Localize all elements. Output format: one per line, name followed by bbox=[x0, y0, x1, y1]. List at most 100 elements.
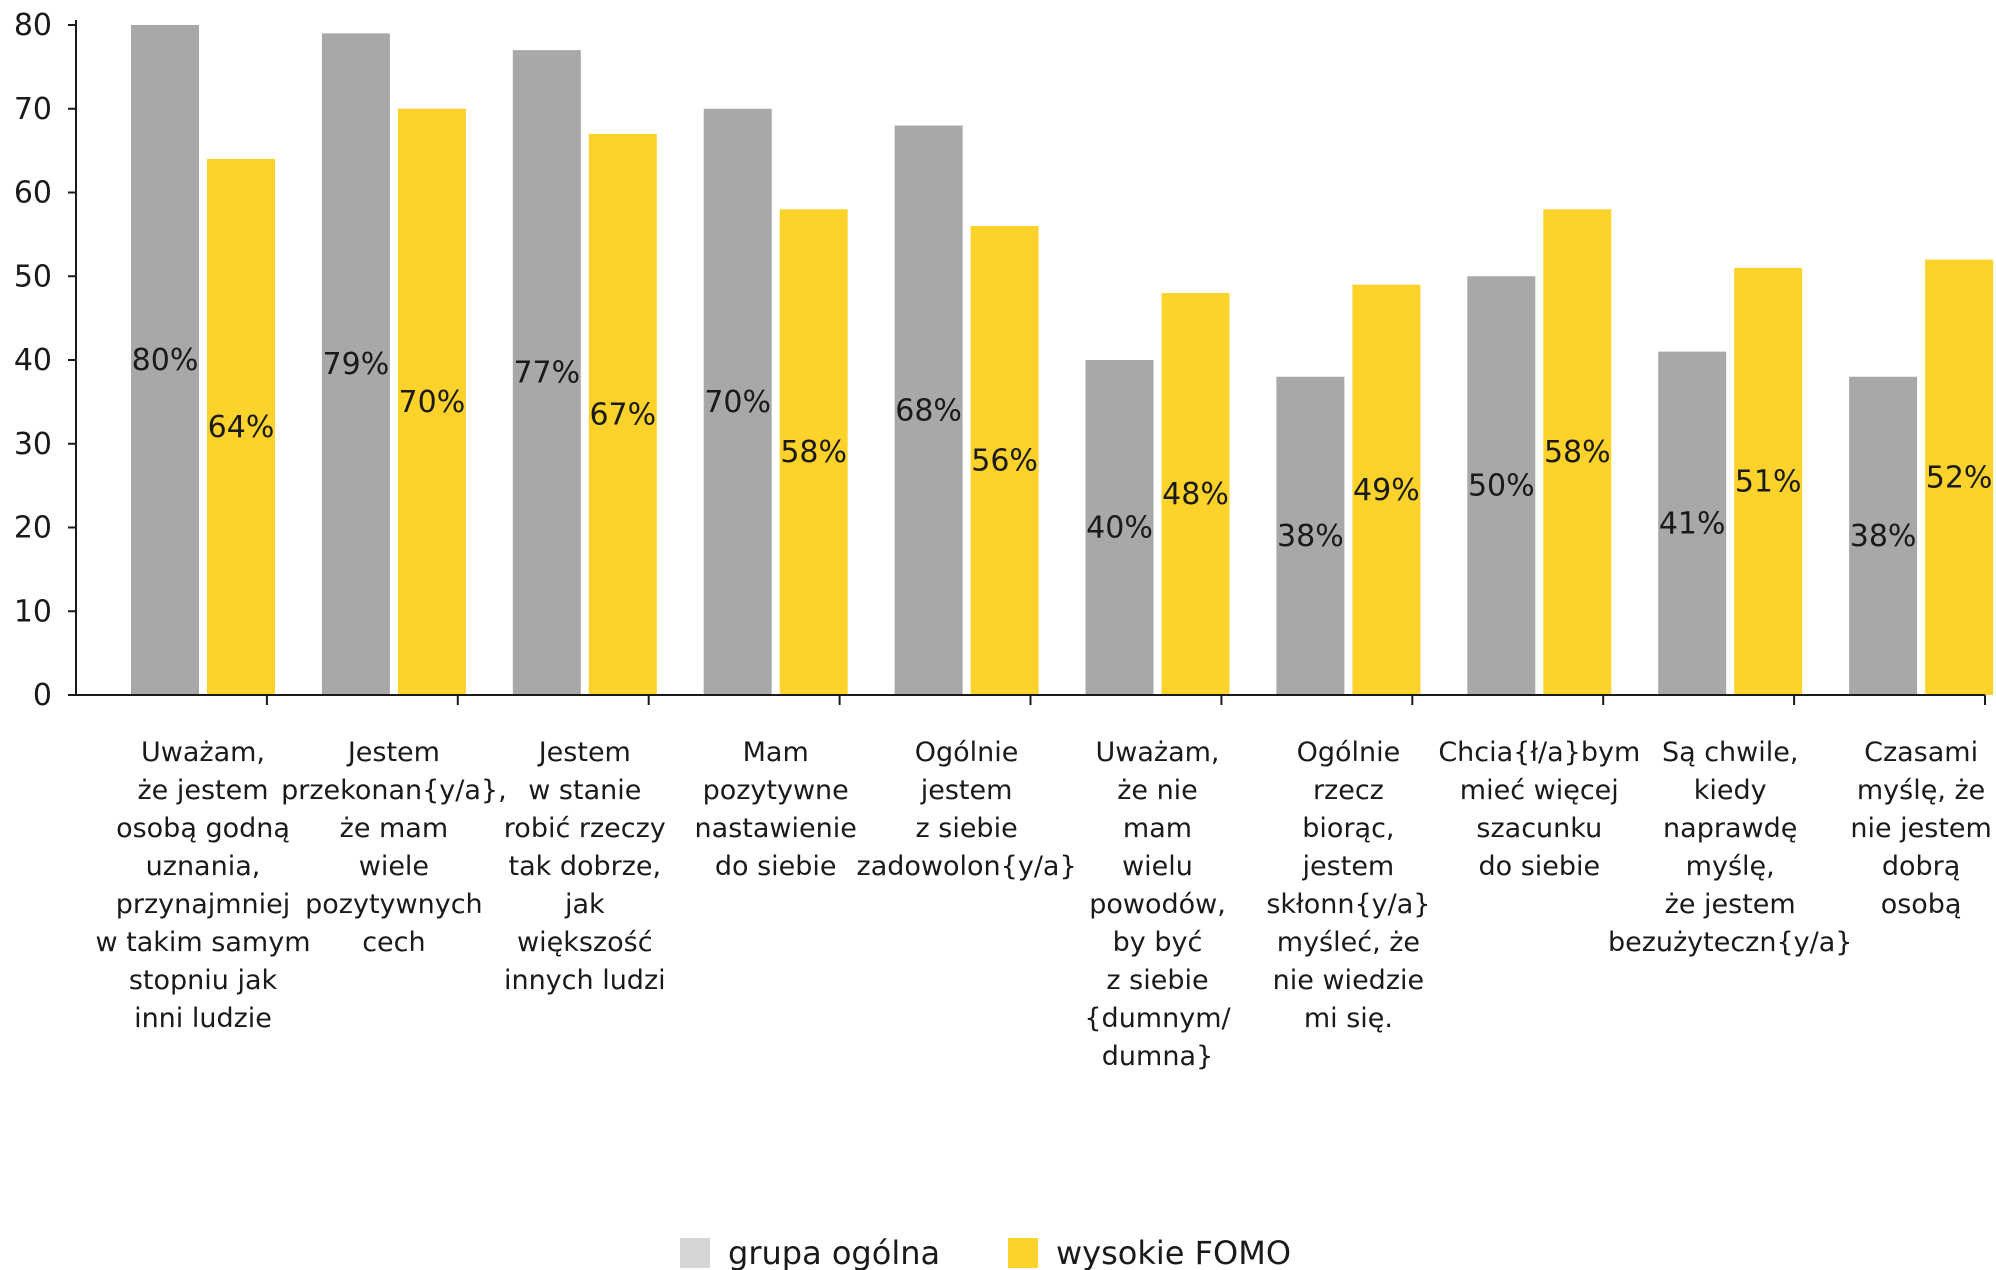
category-label-line: rzecz bbox=[1313, 775, 1384, 806]
bar-value-label: 70% bbox=[704, 385, 771, 420]
bar-fomo-5 bbox=[1161, 293, 1230, 695]
category-label-line: powodów, bbox=[1089, 889, 1226, 920]
category-label-line: nastawienie bbox=[695, 813, 857, 844]
category-label-line: kiedy bbox=[1694, 775, 1767, 806]
bar-value-label: 38% bbox=[1277, 519, 1344, 554]
category-label-line: do siebie bbox=[715, 851, 837, 882]
category-label-line: naprawdę bbox=[1663, 813, 1797, 844]
y-tick-label: 40 bbox=[14, 343, 52, 378]
category-label: Uważam, że jestem osobą godną uznania, przyn… bbox=[95, 737, 310, 1034]
bar-value-label: 56% bbox=[971, 444, 1038, 479]
category-label-line: jestem bbox=[920, 775, 1013, 806]
category-label-line: tak dobrze, bbox=[508, 851, 661, 882]
category-label-line: że jestem bbox=[137, 775, 268, 806]
category-label-line: z siebie bbox=[916, 813, 1018, 844]
bar-fomo-1 bbox=[397, 108, 466, 695]
category-label-line: osobą bbox=[1881, 889, 1962, 920]
category-label-line: by być bbox=[1113, 927, 1203, 958]
bar-value-label: 58% bbox=[780, 435, 847, 470]
category-label-line: inni ludzie bbox=[134, 1003, 272, 1034]
category-label: Jestem przekonan{y/a}, że mam wiele pozytywn… bbox=[281, 737, 507, 958]
category-label-line: myślę, bbox=[1686, 851, 1775, 882]
category-label-line: robić rzeczy bbox=[504, 813, 666, 844]
x-axis bbox=[76, 694, 1986, 705]
category-label-line: Czasami bbox=[1864, 737, 1978, 768]
category-label-line: skłonn{y/a} bbox=[1266, 889, 1430, 920]
bar-labels-layer: 80% 64% 79% 70% 77% 67% 70% 58% 68% 56% 40% 48% 38% 4… bbox=[132, 343, 1993, 554]
bar-value-label: 40% bbox=[1086, 511, 1153, 546]
category-label-line: Chcia{ł/a}bym bbox=[1438, 737, 1640, 768]
bar-general-5 bbox=[1085, 360, 1154, 695]
y-tick-label: 20 bbox=[14, 511, 52, 546]
category-label-line: Mam bbox=[743, 737, 809, 768]
bar-value-label: 80% bbox=[132, 343, 199, 378]
bar-general-7 bbox=[1467, 276, 1536, 695]
legend: grupa ogólna wysokie FOMO bbox=[680, 1234, 1291, 1270]
bar-fomo-7 bbox=[1543, 209, 1612, 695]
legend-swatch-general bbox=[680, 1238, 710, 1268]
bar-value-label: 58% bbox=[1544, 435, 1611, 470]
bar-fomo-6 bbox=[1352, 284, 1421, 695]
category-label-line: jestem bbox=[1302, 851, 1395, 882]
bar-general-1 bbox=[321, 33, 390, 695]
bar-fomo-4 bbox=[970, 226, 1039, 695]
bar-value-label: 67% bbox=[589, 397, 656, 432]
category-label-line: {dumnym/ bbox=[1084, 1003, 1231, 1034]
legend-label: wysokie FOMO bbox=[1056, 1234, 1291, 1270]
bar-value-label: 64% bbox=[208, 410, 275, 445]
category-label-line: mam bbox=[1123, 813, 1192, 844]
category-label-line: cech bbox=[362, 927, 425, 958]
category-label: Mam pozytywne nastawienie do siebie bbox=[695, 737, 857, 882]
bar-fomo-8 bbox=[1734, 267, 1803, 695]
legend-label: grupa ogólna bbox=[728, 1234, 940, 1270]
category-label-line: przekonan{y/a}, bbox=[281, 775, 507, 806]
category-label-line: Są chwile, bbox=[1662, 737, 1799, 768]
category-label-line: jak bbox=[564, 889, 605, 920]
category-label-line: że nie bbox=[1117, 775, 1198, 806]
category-label-line: bezużyteczn{y/a} bbox=[1608, 927, 1853, 958]
y-tick-label: 50 bbox=[14, 259, 52, 294]
category-label-line: mi się. bbox=[1304, 1003, 1393, 1034]
bar-value-label: 70% bbox=[399, 385, 466, 420]
bar-general-4 bbox=[894, 125, 963, 695]
category-label-line: Ogólnie bbox=[915, 737, 1019, 768]
bar-value-label: 41% bbox=[1659, 506, 1726, 541]
bar-fomo-9 bbox=[1925, 259, 1994, 695]
bar-fomo-2 bbox=[588, 133, 657, 695]
category-label-line: Jestem bbox=[537, 737, 631, 768]
bar-fomo-0 bbox=[207, 159, 275, 695]
category-label-line: osobą godną bbox=[116, 813, 290, 844]
category-label-line: szacunku bbox=[1476, 813, 1602, 844]
y-tick-label: 70 bbox=[14, 92, 52, 127]
bar-general-3 bbox=[703, 108, 772, 695]
bar-fomo-3 bbox=[779, 209, 848, 695]
category-labels-layer: Uważam, że jestem osobą godną uznania, przyn… bbox=[95, 737, 1991, 1072]
category-label-line: Uważam, bbox=[141, 737, 265, 768]
bar-general-8 bbox=[1658, 351, 1727, 695]
bar-value-label: 52% bbox=[1926, 460, 1993, 495]
category-label-line: wiele bbox=[359, 851, 429, 882]
category-label-line: Uważam, bbox=[1096, 737, 1220, 768]
bar-general-9 bbox=[1849, 376, 1918, 695]
category-label-line: nie wiedzie bbox=[1273, 965, 1424, 996]
category-label-line: Jestem bbox=[346, 737, 440, 768]
bar-value-label: 38% bbox=[1850, 519, 1917, 554]
y-tick-label: 30 bbox=[14, 427, 52, 462]
category-label: Uważam, że nie mam wielu powodów, by być z sie… bbox=[1084, 737, 1231, 1072]
bars-layer bbox=[131, 25, 1994, 695]
bar-value-label: 51% bbox=[1735, 464, 1802, 499]
category-label-line: dumna} bbox=[1102, 1041, 1213, 1072]
bar-value-label: 77% bbox=[513, 356, 580, 391]
y-tick-label: 10 bbox=[14, 594, 52, 629]
category-label-line: pozytywne bbox=[703, 775, 849, 806]
bar-value-label: 68% bbox=[895, 393, 962, 428]
category-label: Czasami myślę, że nie jestem dobrą osobą bbox=[1850, 737, 1992, 920]
bar-general-6 bbox=[1276, 376, 1345, 695]
y-tick-label: 60 bbox=[14, 176, 52, 211]
category-label: Chcia{ł/a}bym mieć więcej szacunku do siebi… bbox=[1438, 737, 1640, 882]
category-label-line: zadowolon{y/a} bbox=[857, 851, 1077, 882]
y-tick-label: 0 bbox=[33, 678, 52, 713]
category-label-line: większość bbox=[517, 927, 653, 958]
category-label-line: innych ludzi bbox=[504, 965, 666, 996]
